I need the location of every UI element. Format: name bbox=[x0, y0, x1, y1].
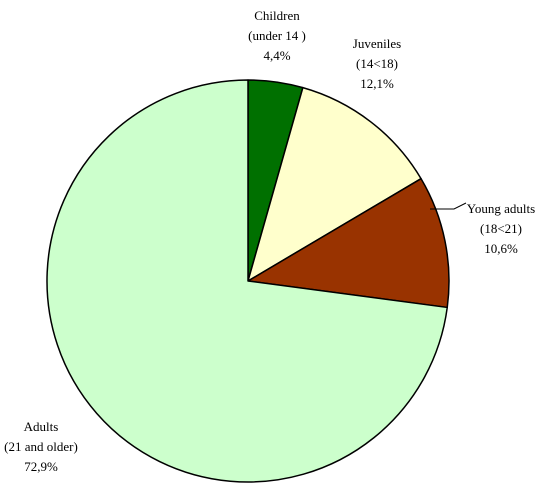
slice-label-line: 10,6% bbox=[484, 241, 518, 256]
slice-label-line: (18<21) bbox=[480, 221, 522, 236]
slice-label-young-adults: Young adults (18<21) 10,6% bbox=[467, 201, 535, 256]
slice-label-line: 72,9% bbox=[24, 459, 58, 474]
slice-label-juveniles: Juveniles (14<18) 12,1% bbox=[353, 36, 401, 91]
pie-slice-adults bbox=[46, 79, 448, 483]
pie-slice-young-adults bbox=[247, 177, 450, 309]
leader-lines bbox=[430, 202, 467, 210]
slice-label-line: Young adults bbox=[467, 201, 535, 216]
slice-label-line: 12,1% bbox=[360, 76, 394, 91]
slice-label-line: (under 14 ) bbox=[248, 28, 306, 43]
slice-label-line: 4,4% bbox=[263, 48, 290, 63]
slice-labels: Children (under 14 ) 4,4% Juveniles (14<18) 1… bbox=[4, 8, 535, 474]
slice-label-line: Children bbox=[254, 8, 300, 23]
slice-label-line: Adults bbox=[24, 419, 59, 434]
pie-slice-juveniles bbox=[247, 86, 422, 282]
slice-label-adults: Adults (21 and older) 72,9% bbox=[4, 419, 78, 474]
slice-label-line: (14<18) bbox=[356, 56, 398, 71]
slice-label-line: Juveniles bbox=[353, 36, 401, 51]
slice-label-children: Children (under 14 ) 4,4% bbox=[248, 8, 306, 63]
leader-line-young-adults bbox=[430, 202, 467, 210]
pie-slices bbox=[46, 79, 450, 483]
slice-label-line: (21 and older) bbox=[4, 439, 78, 454]
